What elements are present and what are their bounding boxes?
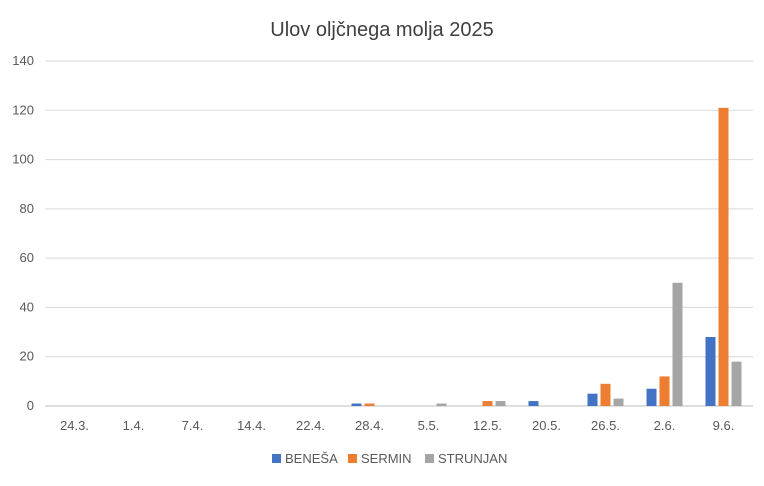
y-tick-label: 20 bbox=[20, 349, 34, 364]
x-tick-label: 12.5. bbox=[473, 418, 502, 433]
x-tick-label: 20.5. bbox=[532, 418, 561, 433]
bar bbox=[613, 398, 624, 406]
x-tick-label: 24.3. bbox=[60, 418, 89, 433]
bar bbox=[659, 376, 670, 406]
bars bbox=[351, 107, 742, 407]
legend-swatch bbox=[348, 454, 357, 463]
bar bbox=[731, 361, 742, 406]
legend: BENEŠA SERMIN STRUNJAN bbox=[272, 451, 507, 466]
x-tick-label: 28.4. bbox=[355, 418, 384, 433]
legend-swatch bbox=[425, 454, 434, 463]
legend-label: STRUNJAN bbox=[438, 451, 507, 466]
x-tick-label: 22.4. bbox=[296, 418, 325, 433]
x-axis-ticks: 24.3. 1.4. 7.4. 14.4. 22.4. 28.4. 5.5. 12.5. 20.… bbox=[60, 418, 734, 433]
x-tick-label: 9.6. bbox=[713, 418, 735, 433]
bar bbox=[646, 388, 657, 406]
x-tick-label: 1.4. bbox=[123, 418, 145, 433]
x-tick-label: 7.4. bbox=[182, 418, 204, 433]
bar bbox=[482, 401, 493, 406]
y-tick-label: 100 bbox=[12, 152, 34, 167]
bar bbox=[587, 393, 598, 406]
bar bbox=[718, 107, 729, 407]
x-tick-label: 5.5. bbox=[418, 418, 440, 433]
bar bbox=[495, 401, 506, 406]
x-tick-label: 2.6. bbox=[654, 418, 676, 433]
y-tick-label: 80 bbox=[20, 201, 34, 216]
y-axis-ticks: 0 20 40 60 80 100 120 140 bbox=[12, 53, 34, 413]
bar bbox=[351, 403, 362, 406]
bar bbox=[528, 401, 539, 406]
bar bbox=[672, 282, 683, 406]
legend-swatch bbox=[272, 454, 281, 463]
bar bbox=[436, 403, 447, 406]
gridlines bbox=[45, 60, 753, 407]
chart-title: Ulov oljčnega molja 2025 bbox=[270, 19, 493, 41]
legend-label: BENEŠA bbox=[285, 451, 338, 466]
bar bbox=[364, 403, 375, 406]
y-tick-label: 120 bbox=[12, 102, 34, 117]
x-tick-label: 14.4. bbox=[237, 418, 266, 433]
legend-label: SERMIN bbox=[361, 451, 412, 466]
y-tick-label: 0 bbox=[27, 398, 34, 413]
y-tick-label: 40 bbox=[20, 299, 34, 314]
bar bbox=[600, 383, 611, 406]
bar bbox=[705, 337, 716, 406]
y-tick-label: 140 bbox=[12, 53, 34, 68]
y-tick-label: 60 bbox=[20, 250, 34, 265]
x-tick-label: 26.5. bbox=[591, 418, 620, 433]
